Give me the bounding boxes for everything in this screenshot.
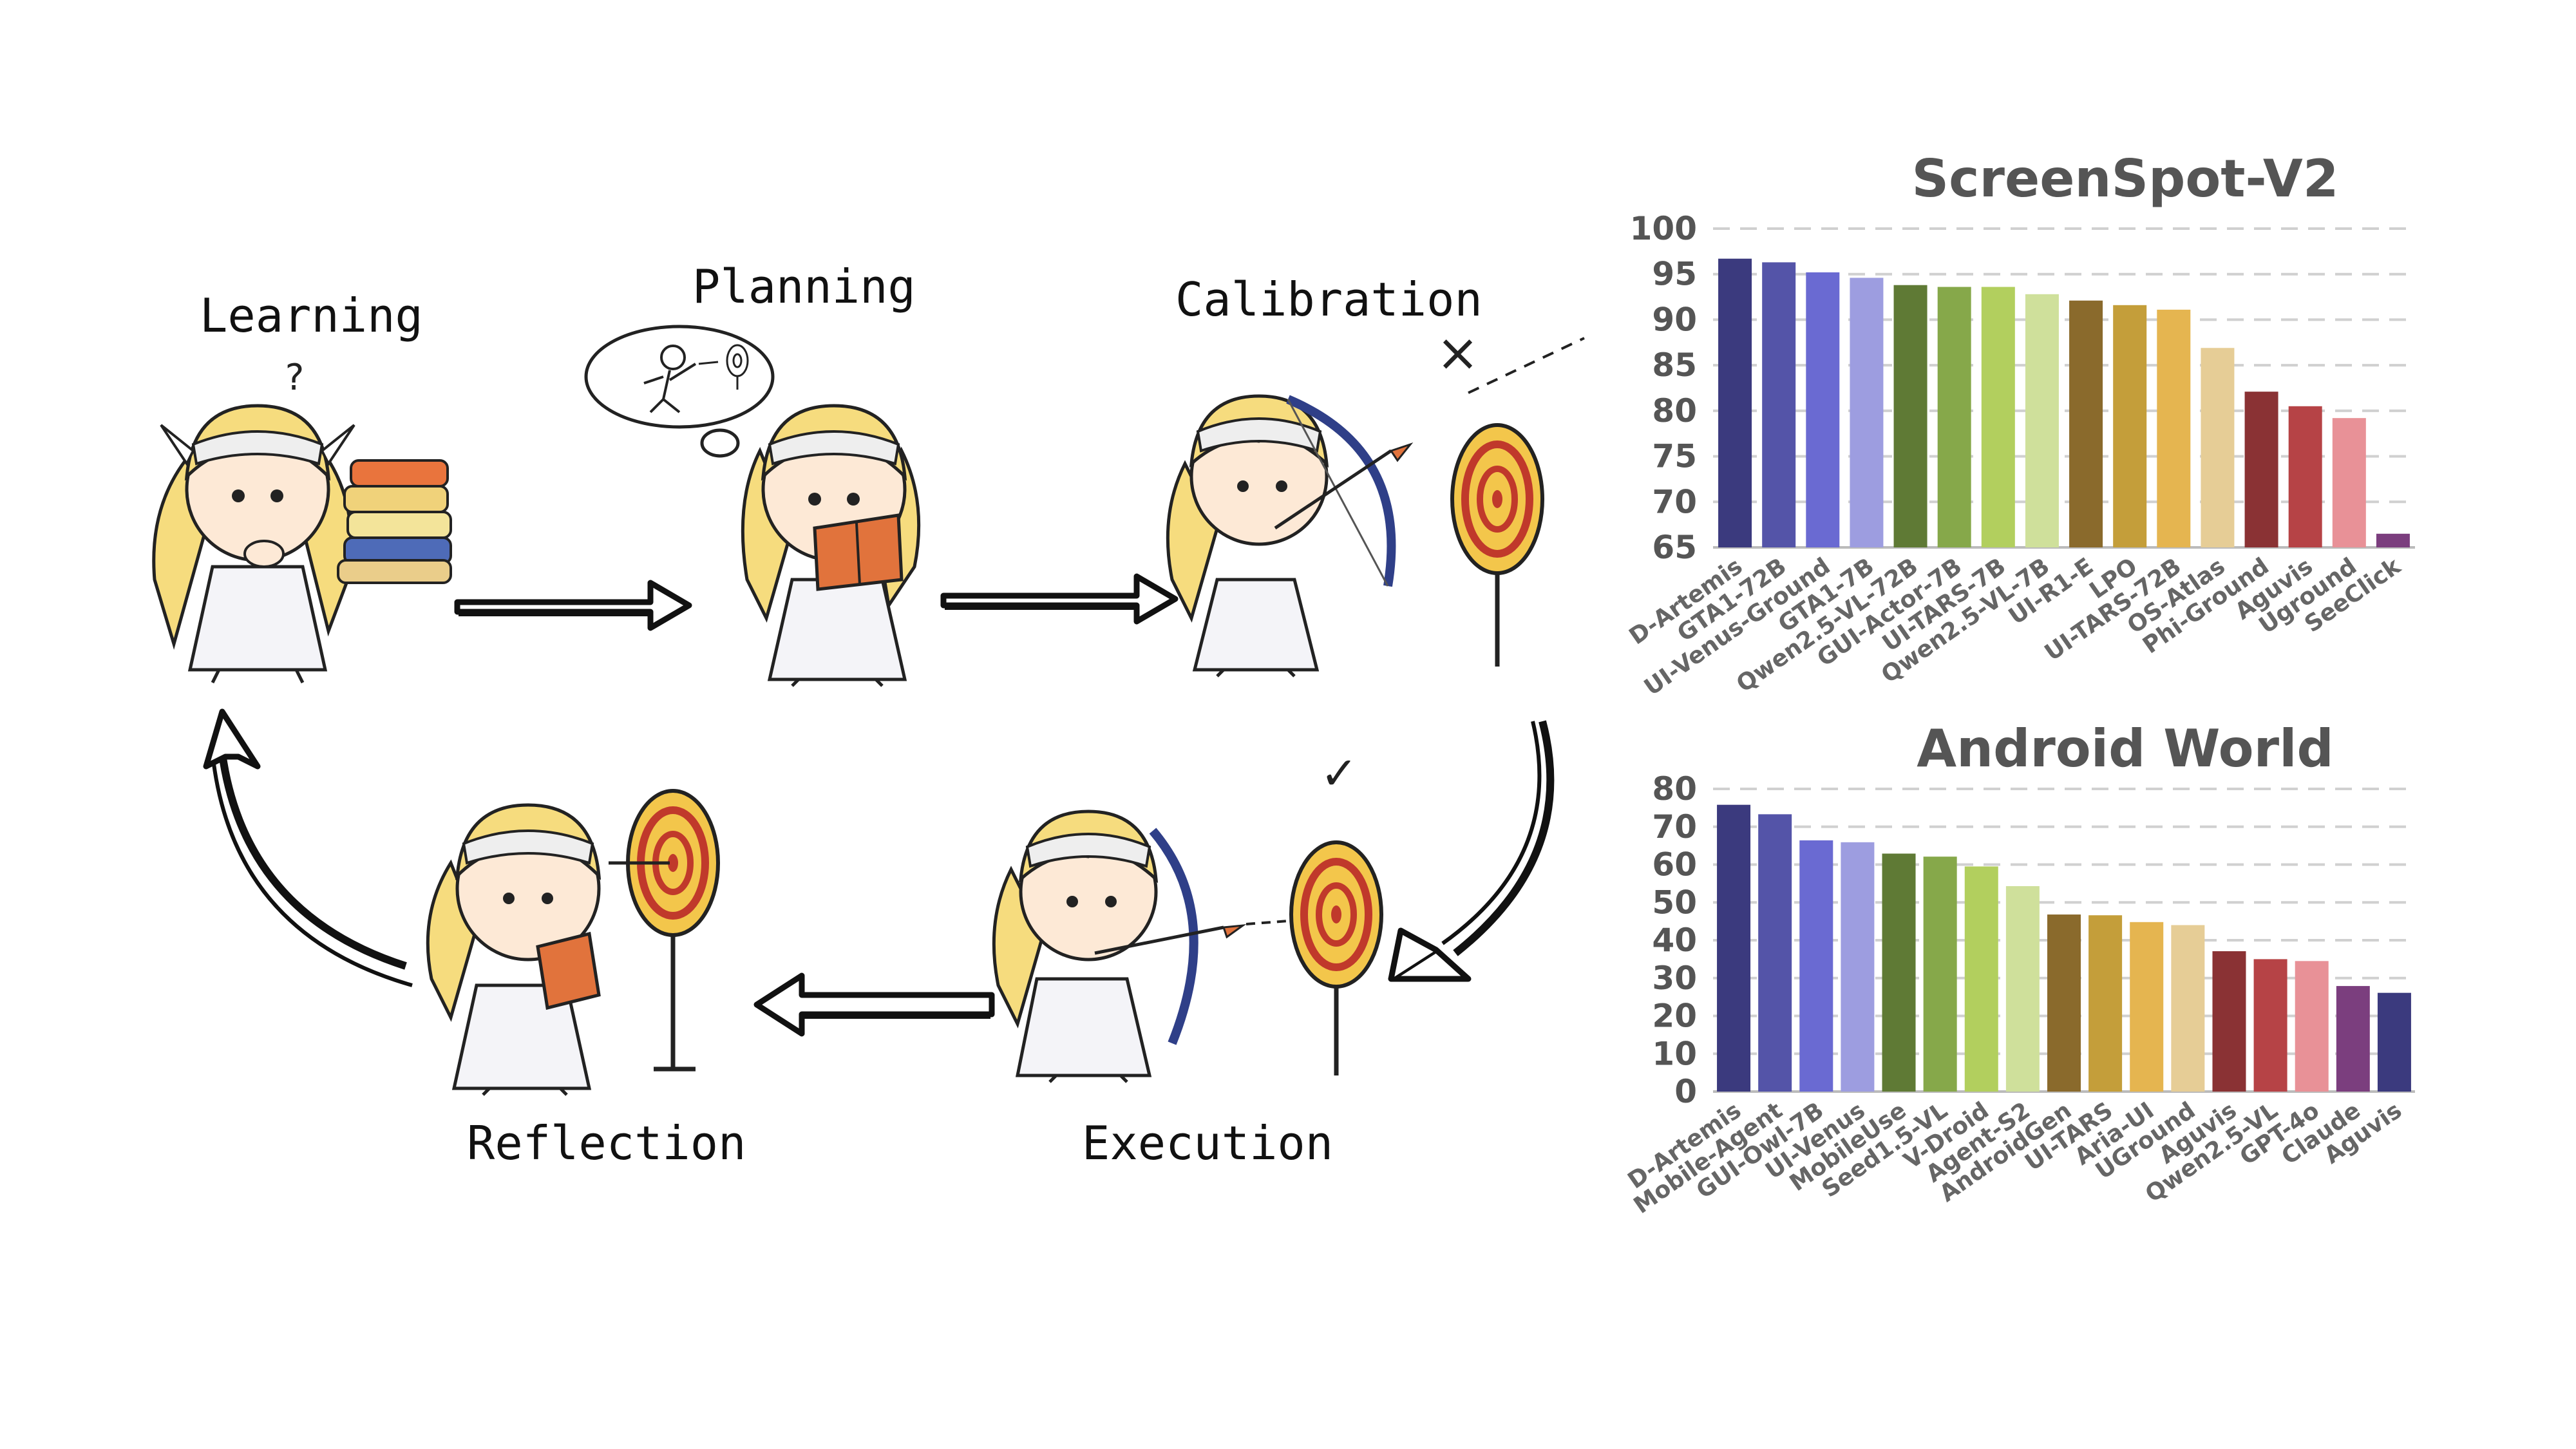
bar [2025, 294, 2059, 547]
arrow-reflection-to-learning [203, 708, 413, 987]
bar [1893, 285, 1927, 547]
execution-character [992, 810, 1247, 1083]
workflow-illustration: ? [152, 260, 1585, 1170]
target-icon-hit [1289, 840, 1383, 1075]
bar [2113, 305, 2147, 547]
book-stack-icon [337, 459, 452, 584]
y-tick-label: 95 [1652, 256, 1697, 293]
y-tick-label: 20 [1652, 998, 1697, 1035]
stage-label-execution: Execution [1082, 1116, 1333, 1170]
bar [1850, 278, 1884, 547]
bar [1758, 814, 1792, 1092]
cross-mark: × [1436, 323, 1479, 383]
reflection-character [426, 803, 601, 1096]
y-tick-label: 75 [1652, 438, 1697, 475]
arrow-learning-to-planning [454, 580, 692, 631]
check-mark: ✓ [1320, 747, 1358, 800]
thought-bubble [584, 325, 775, 429]
bar [1923, 857, 1957, 1092]
bar [2088, 915, 2123, 1092]
y-tick-label: 90 [1652, 301, 1697, 338]
bar [1937, 287, 1971, 547]
stage-label-learning: Learning [200, 289, 423, 343]
y-tick-label: 0 [1674, 1073, 1697, 1110]
bar [1718, 258, 1752, 547]
aim-dashed-line [1468, 337, 1585, 394]
hit-dashed-line [1245, 920, 1289, 925]
bar [2005, 886, 2040, 1092]
bar [1799, 840, 1833, 1092]
y-tick-label: 60 [1652, 846, 1697, 884]
bar [2130, 922, 2164, 1092]
y-tick-label: 70 [1652, 483, 1697, 520]
chart-title: ScreenSpot-V2 [1911, 149, 2338, 209]
y-tick-label: 70 [1652, 808, 1697, 846]
bar [2171, 925, 2205, 1092]
bar [2376, 533, 2410, 547]
y-tick-label: 40 [1652, 922, 1697, 959]
bar [2157, 309, 2191, 547]
planning-character [584, 325, 921, 687]
bar [2336, 986, 2370, 1092]
bar [2377, 992, 2411, 1092]
bar [1964, 866, 1998, 1092]
android-world-chart: Android World 01020304050607080D-Artemis… [1624, 719, 2415, 1219]
bar [1762, 262, 1796, 547]
bar [1806, 272, 1840, 547]
bar [1882, 853, 1916, 1092]
arrow-execution-to-reflection [753, 972, 995, 1037]
bar [2244, 392, 2278, 547]
arrow-calibration-to-execution [1388, 720, 1555, 982]
y-tick-label: 80 [1652, 770, 1697, 808]
y-tick-label: 80 [1652, 392, 1697, 430]
bar [2069, 300, 2103, 547]
arrow-planning-to-calibration [940, 573, 1179, 625]
bar [2047, 914, 2081, 1092]
y-tick-label: 50 [1652, 884, 1697, 921]
question-mark: ? [283, 357, 305, 399]
y-tick-label: 85 [1652, 346, 1697, 384]
stage-label-calibration: Calibration [1175, 272, 1482, 327]
bar [2201, 348, 2235, 547]
stage-label-reflection: Reflection [467, 1116, 746, 1170]
screenspot-v2-chart: ScreenSpot-V2 65707580859095100D-Artemis… [1625, 149, 2415, 701]
calibration-character [1166, 394, 1414, 677]
target-icon-reflection [609, 789, 720, 1072]
stage-label-planning: Planning [692, 260, 916, 314]
bar [2253, 959, 2287, 1092]
chart-title: Android World [1917, 719, 2334, 779]
bar [2212, 951, 2246, 1092]
y-tick-label: 65 [1652, 529, 1697, 566]
learning-character [152, 404, 355, 684]
bar [1841, 842, 1875, 1092]
y-tick-label: 30 [1652, 960, 1697, 997]
bar [1717, 804, 1751, 1092]
y-tick-label: 10 [1652, 1035, 1697, 1072]
bar [2332, 418, 2366, 547]
bar [2295, 961, 2329, 1092]
y-tick-label: 100 [1630, 210, 1697, 247]
benchmark-charts: ScreenSpot-V2 65707580859095100D-Artemis… [1624, 149, 2415, 1219]
target-icon [1450, 423, 1544, 667]
bar [1981, 287, 2015, 547]
bar [2288, 406, 2322, 547]
